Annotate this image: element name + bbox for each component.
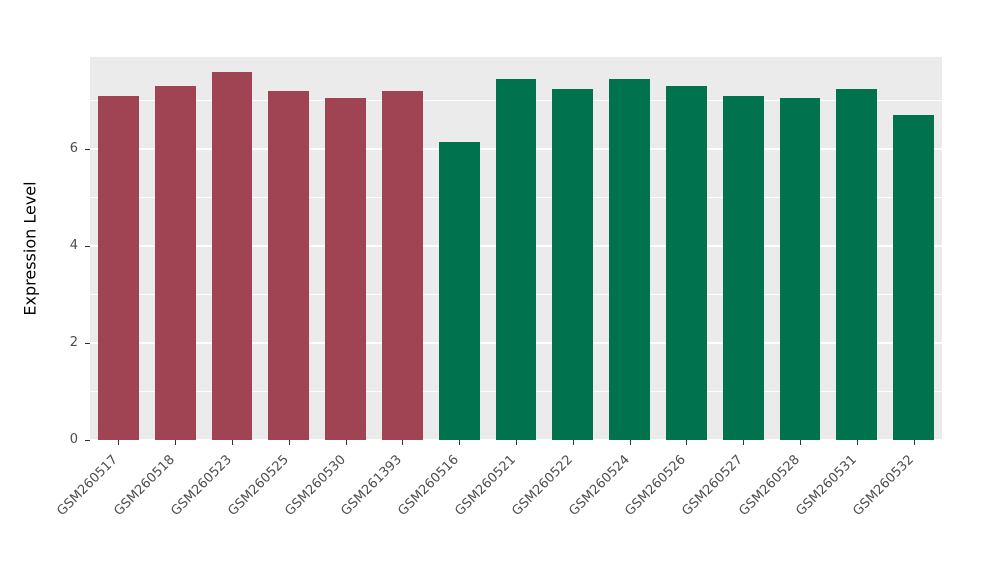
y-tick-mark bbox=[85, 246, 90, 248]
bar bbox=[893, 115, 935, 440]
bar bbox=[438, 141, 480, 440]
x-tick-mark bbox=[572, 440, 574, 445]
plot-panel bbox=[90, 57, 942, 440]
bar bbox=[665, 86, 707, 440]
bar bbox=[211, 71, 253, 440]
x-tick-mark bbox=[175, 440, 177, 445]
bar bbox=[779, 98, 821, 440]
x-tick-mark bbox=[743, 440, 745, 445]
bar bbox=[609, 78, 651, 440]
x-tick-mark bbox=[686, 440, 688, 445]
x-tick-mark bbox=[800, 440, 801, 445]
x-tick-mark bbox=[516, 440, 517, 445]
y-tick-label: 0 bbox=[69, 432, 78, 447]
x-tick-mark bbox=[856, 440, 858, 445]
bar bbox=[268, 90, 310, 440]
x-tick-mark bbox=[118, 440, 120, 445]
bar bbox=[552, 88, 594, 440]
y-tick-label: 6 bbox=[69, 141, 78, 157]
y-tick-mark bbox=[85, 149, 90, 151]
y-tick-mark bbox=[85, 440, 90, 441]
x-tick-mark bbox=[913, 440, 915, 445]
y-tick-mark bbox=[85, 343, 90, 345]
x-tick-mark bbox=[288, 440, 290, 445]
x-tick-mark bbox=[459, 440, 461, 445]
x-tick-mark bbox=[345, 440, 347, 445]
x-tick-mark bbox=[629, 440, 631, 445]
bar bbox=[97, 95, 139, 440]
x-tick-mark bbox=[402, 440, 404, 445]
x-tick-mark bbox=[232, 440, 233, 445]
bar bbox=[154, 86, 196, 440]
bar bbox=[495, 78, 537, 440]
y-axis-title: Expression Level bbox=[20, 180, 40, 316]
y-tick-label: 2 bbox=[69, 335, 78, 351]
bar bbox=[325, 98, 367, 440]
y-tick-label: 4 bbox=[69, 238, 78, 254]
bar bbox=[381, 90, 423, 440]
bar bbox=[836, 88, 878, 440]
bar bbox=[722, 95, 764, 440]
